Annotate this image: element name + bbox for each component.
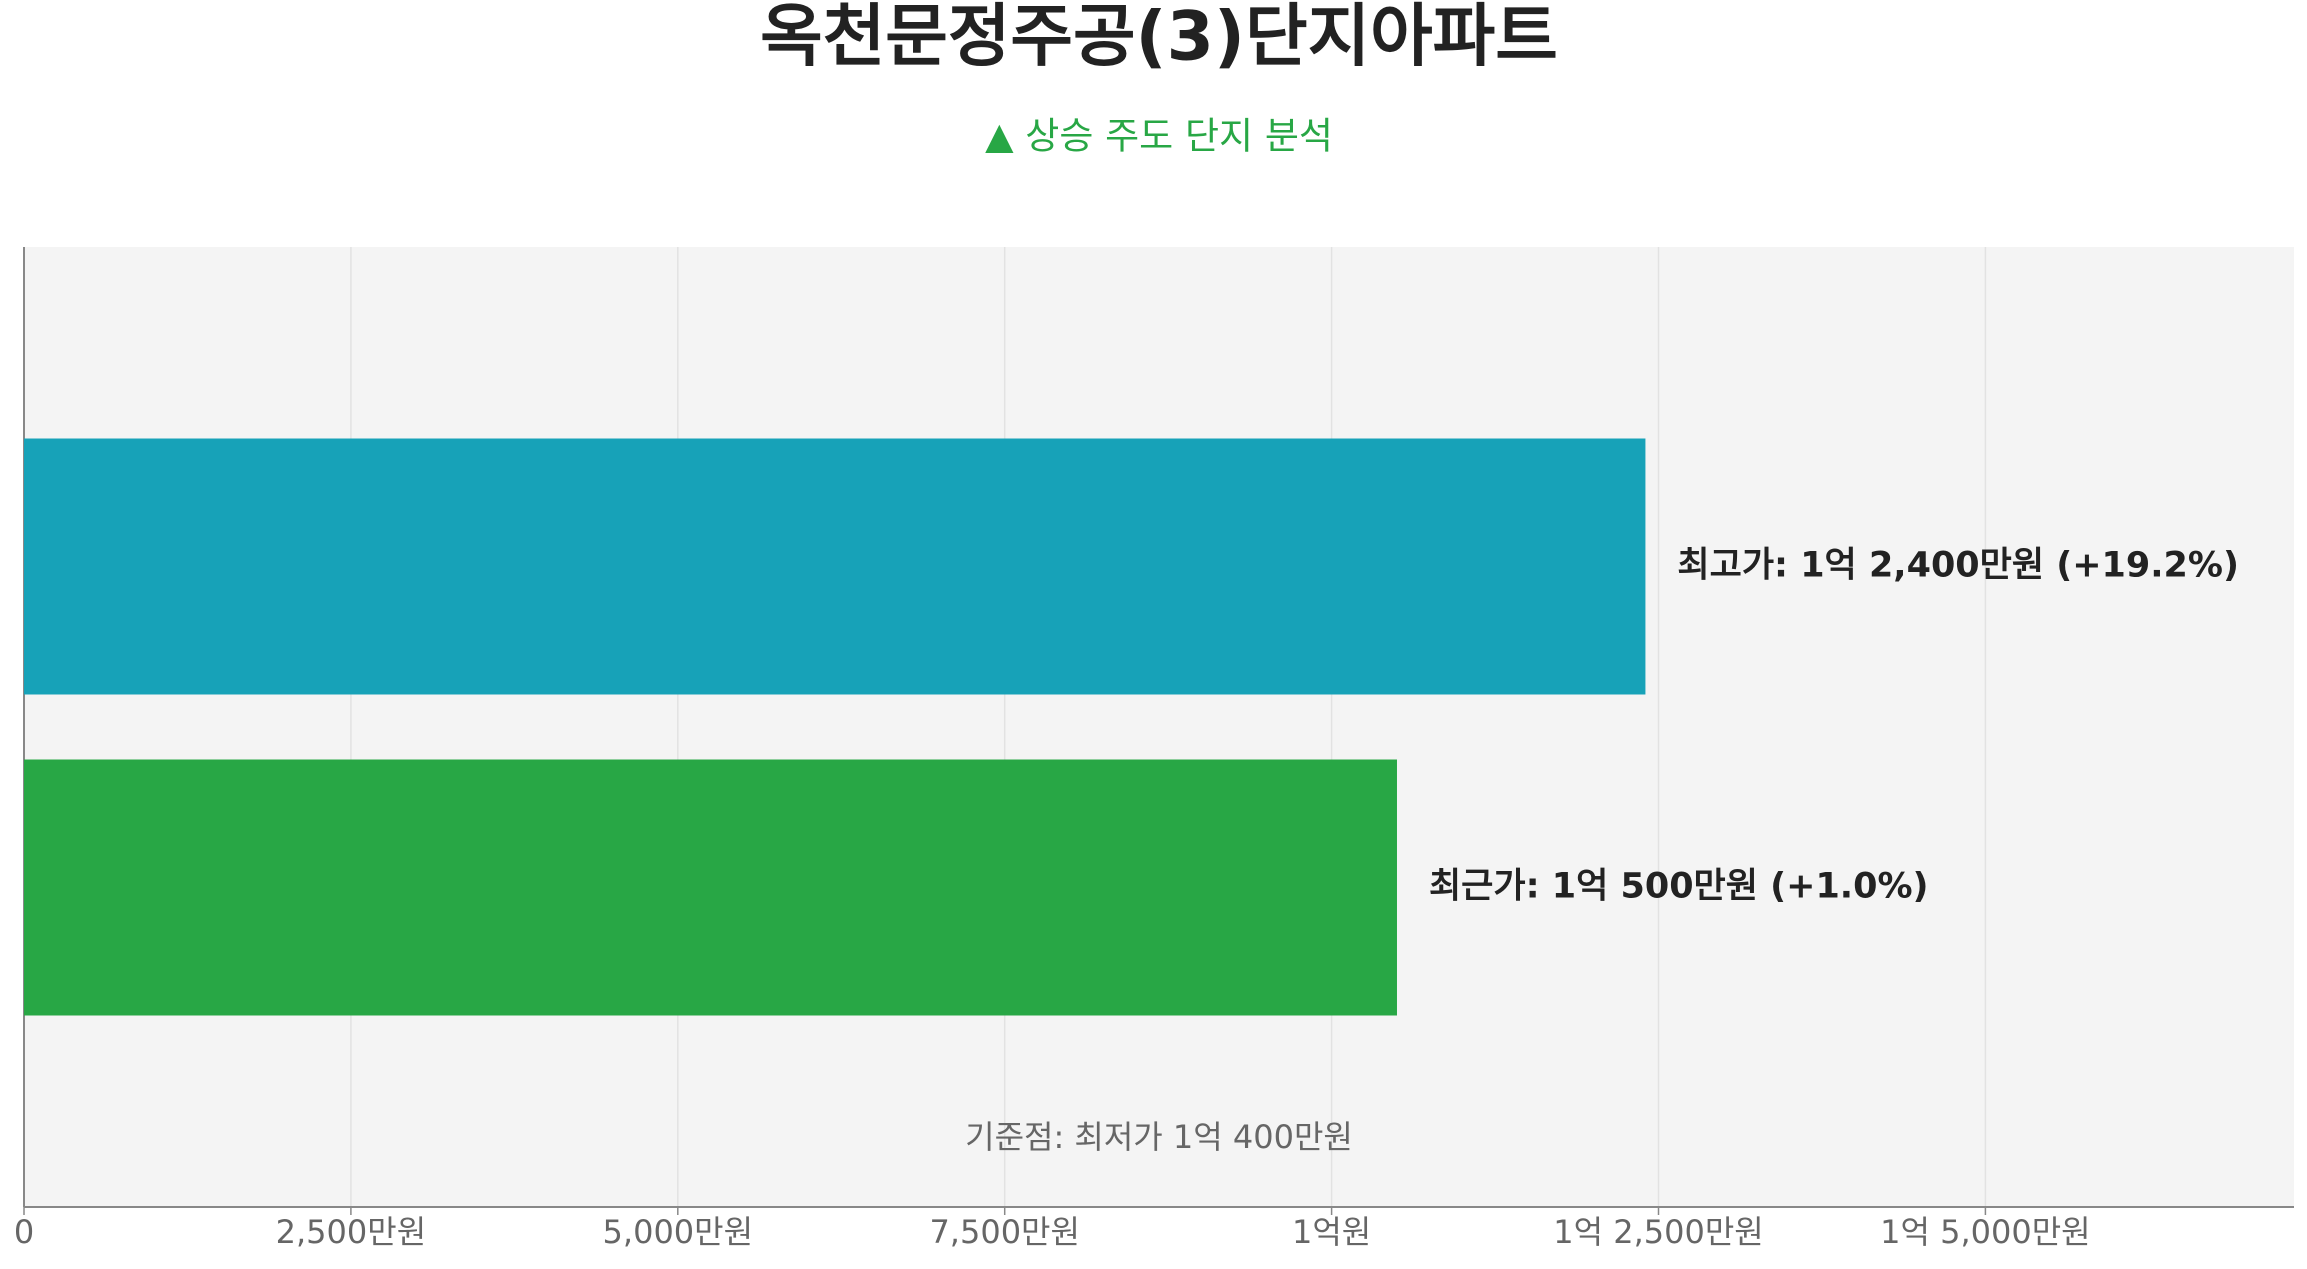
chart-subtitle: ▲ 상승 주도 단지 분석 xyxy=(985,115,1333,158)
x-tick-label: 5,000만원 xyxy=(603,1213,754,1251)
x-tick-label: 2,500만원 xyxy=(276,1213,427,1251)
plot-area xyxy=(24,247,2294,1207)
x-tick-label: 1억원 xyxy=(1292,1213,1371,1251)
x-tick-label: 7,500만원 xyxy=(929,1213,1080,1251)
chart-title: 옥천문정주공(3)단지아파트 xyxy=(760,0,1558,77)
bar xyxy=(24,759,1397,1016)
value-label: 최근가: 1억 500만원 (+1.0%) xyxy=(1429,867,1929,907)
x-tick-label: 1억 2,500만원 xyxy=(1553,1213,1763,1251)
x-tick-label: 0 xyxy=(14,1213,34,1251)
annotation: 기준점: 최저가 1억 400만원 xyxy=(965,1118,1353,1156)
x-tick-label: 1억 5,000만원 xyxy=(1880,1213,2090,1251)
value-label: 최고가: 1억 2,400만원 (+19.2%) xyxy=(1677,546,2239,586)
bar xyxy=(24,438,1646,695)
